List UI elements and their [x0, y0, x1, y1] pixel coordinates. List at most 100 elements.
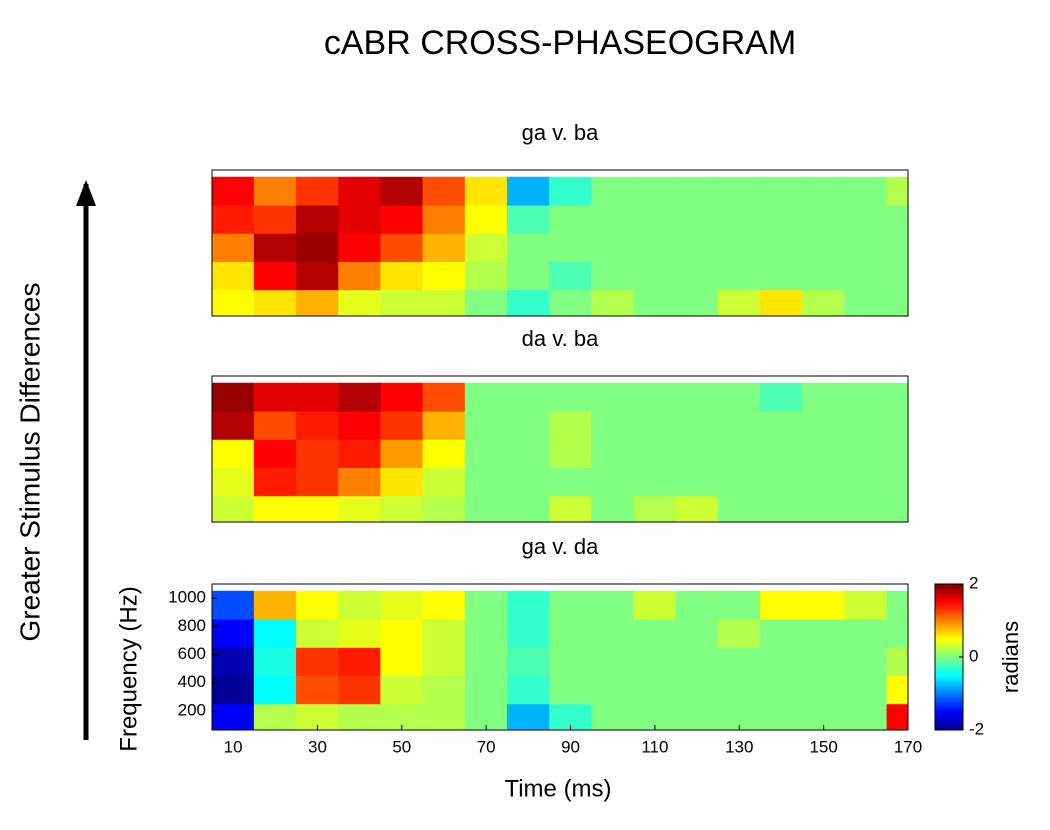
x-tick-label: 30 — [308, 737, 327, 756]
heatmap-cell — [760, 204, 803, 234]
heatmap-cell — [591, 647, 635, 676]
colorbar-tick-label: -2 — [969, 719, 984, 738]
heatmap-cell — [212, 176, 255, 206]
heatmap-cell — [802, 204, 846, 234]
heatmap-cell — [380, 647, 424, 676]
heatmap-cell — [338, 261, 382, 291]
heatmap-cell — [886, 289, 908, 316]
heatmap-cell — [591, 467, 635, 497]
heatmap-cell — [760, 647, 803, 676]
heatmap-cell — [675, 618, 719, 648]
heatmap-cell — [886, 261, 908, 291]
heatmap-cell — [464, 233, 508, 262]
heatmap-cell — [717, 261, 761, 291]
heatmap-cell — [422, 410, 466, 440]
heatmap-cell — [717, 467, 761, 497]
heatmap-cell — [296, 289, 339, 316]
heatmap-cell — [591, 204, 635, 234]
heatmap-cell — [760, 410, 803, 440]
heatmap-cell — [549, 439, 592, 468]
heatmap-cell — [844, 233, 888, 262]
heatmap-cell — [506, 410, 550, 440]
heatmap-cell — [717, 204, 761, 234]
heatmap-cell — [886, 382, 908, 412]
heatmap-cell — [422, 467, 466, 497]
heatmap-cell — [464, 204, 508, 234]
heatmap-cell — [464, 289, 508, 316]
heatmap-cell — [296, 647, 339, 676]
x-tick-label: 130 — [725, 737, 753, 756]
heatmap-cell — [549, 675, 592, 705]
heatmap-cell — [844, 590, 888, 620]
heatmap-cell — [675, 495, 719, 522]
heatmap-cell — [464, 590, 508, 620]
heatmap-cell — [422, 703, 466, 730]
heatmap-cell — [675, 647, 719, 676]
heatmap-cell — [717, 647, 761, 676]
heatmap-cell — [549, 233, 592, 262]
heatmap-cell — [380, 176, 424, 206]
heatmap — [212, 590, 908, 730]
heatmap-cell — [380, 467, 424, 497]
heatmap-cell — [253, 233, 297, 262]
heatmap-cell — [760, 382, 803, 412]
heatmap-cell — [253, 590, 297, 620]
heatmap-cell — [506, 204, 550, 234]
heatmap-cell — [633, 261, 677, 291]
heatmap-cell — [844, 467, 888, 497]
heatmap-cell — [844, 261, 888, 291]
y-tick-label: 1000 — [168, 588, 206, 607]
heatmap-cell — [844, 675, 888, 705]
heatmap-cell — [633, 590, 677, 620]
heatmap-cell — [422, 233, 466, 262]
heatmap-cell — [886, 467, 908, 497]
heatmap-cell — [212, 495, 255, 522]
heatmap-cell — [802, 176, 846, 206]
side-label: Greater Stimulus Differences — [14, 283, 45, 642]
heatmap-cell — [886, 703, 908, 730]
heatmap-cell — [506, 495, 550, 522]
heatmap-cell — [422, 439, 466, 468]
heatmap-cell — [212, 289, 255, 316]
heatmap-cell — [506, 647, 550, 676]
heatmap-cell — [422, 261, 466, 291]
heatmap-cell — [464, 261, 508, 291]
heatmap-cell — [633, 204, 677, 234]
heatmap-cell — [886, 618, 908, 648]
heatmap-cell — [549, 204, 592, 234]
heatmap-cell — [253, 176, 297, 206]
heatmap-cell — [675, 289, 719, 316]
heatmap-cell — [422, 176, 466, 206]
heatmap-cell — [212, 439, 255, 468]
heatmap-cell — [886, 647, 908, 676]
heatmap-cell — [802, 495, 846, 522]
heatmap-cell — [296, 618, 339, 648]
heatmap-cell — [886, 495, 908, 522]
heatmap-cell — [380, 675, 424, 705]
heatmap-cell — [633, 675, 677, 705]
heatmap-cell — [675, 675, 719, 705]
heatmap-cell — [296, 261, 339, 291]
heatmap-cell — [802, 233, 846, 262]
heatmap-cell — [591, 261, 635, 291]
heatmap-cell — [338, 410, 382, 440]
heatmap-cell — [380, 289, 424, 316]
heatmap-cell — [760, 467, 803, 497]
heatmap-cell — [802, 590, 846, 620]
heatmap-cell — [675, 439, 719, 468]
heatmap-cell — [253, 289, 297, 316]
heatmap-cell — [844, 703, 888, 730]
heatmap-cell — [549, 495, 592, 522]
x-axis-label: Time (ms) — [504, 775, 611, 802]
heatmap-cell — [464, 176, 508, 206]
heatmap-cell — [886, 439, 908, 468]
heatmap-cell — [338, 675, 382, 705]
heatmap-cell — [253, 204, 297, 234]
heatmap-cell — [422, 618, 466, 648]
heatmap-cell — [212, 467, 255, 497]
heatmap-cell — [844, 647, 888, 676]
heatmap — [212, 176, 908, 316]
heatmap-cell — [253, 703, 297, 730]
heatmap-cell — [338, 289, 382, 316]
